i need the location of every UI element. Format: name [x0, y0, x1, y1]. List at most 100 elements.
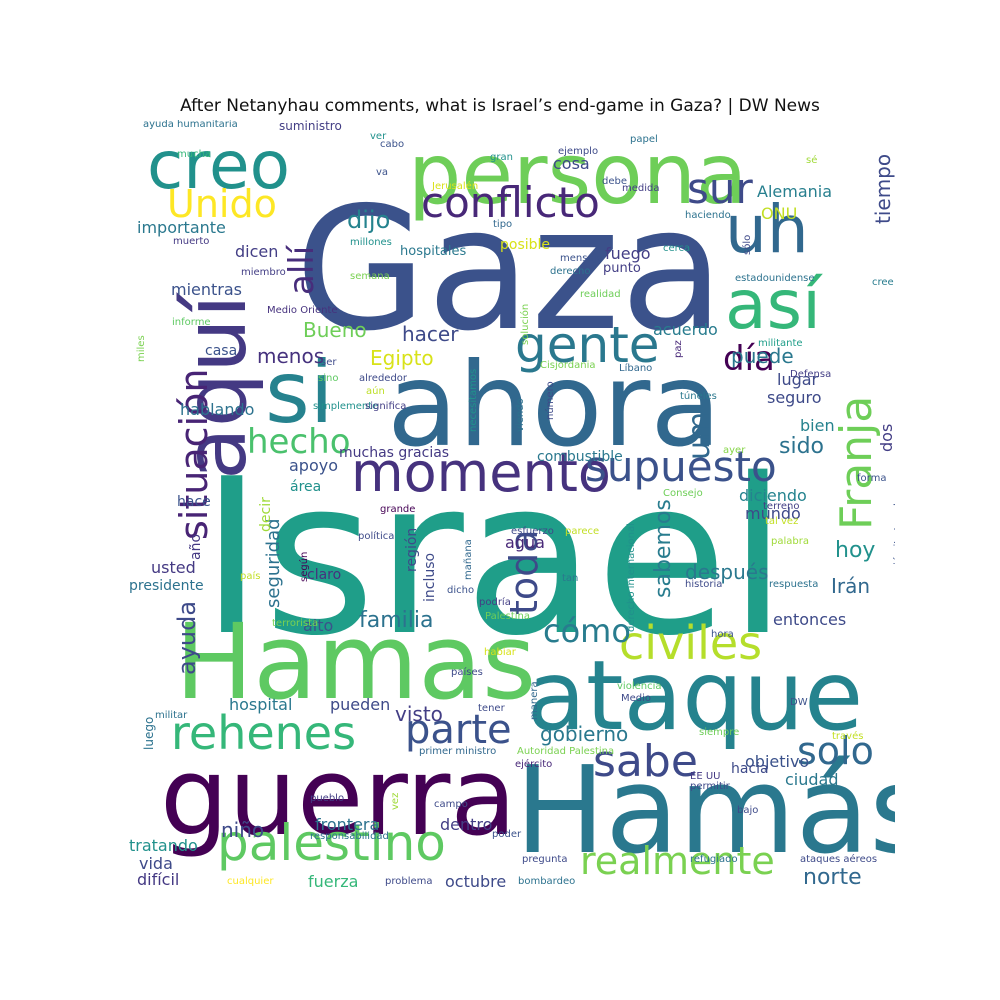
word-poder: poder [492, 829, 522, 840]
word-rehenes: rehenes [171, 706, 357, 760]
word-parece: parece [565, 526, 600, 537]
word-jerusalén: Jerusalén [432, 181, 479, 192]
word-palestina: Palestina [485, 611, 531, 622]
word-allí: allí [282, 245, 322, 295]
word-cerca: cerca [663, 243, 691, 254]
word-visto: visto [395, 702, 443, 726]
word-punto: punto [603, 261, 641, 276]
word-muerto: muerto [173, 236, 210, 247]
word-manera: manera [529, 681, 540, 720]
word-país: país [240, 571, 261, 582]
word-ataque: ataque [527, 640, 864, 752]
word-área: área [290, 479, 322, 495]
word-viendo: viendo [515, 398, 526, 432]
word-mañana: mañana [463, 539, 474, 580]
word-responsabilidad: responsabilidad [310, 831, 389, 842]
word-bombardeo: bombardeo [518, 876, 576, 887]
word-palabra: palabra [771, 536, 809, 547]
word-egipto: Egipto [370, 346, 434, 370]
word-posible: posible [500, 237, 551, 253]
word-uh: uh [725, 191, 809, 268]
word-hace: hace [177, 494, 211, 510]
word-parte: parte [405, 707, 512, 753]
word-seguro: seguro [767, 388, 822, 407]
word-sido: sido [779, 434, 824, 459]
word-cosa: cosa [553, 154, 590, 173]
word-semana: semana [350, 271, 390, 282]
word-medio-oriente: Medio Oriente [267, 305, 338, 316]
word-gente: gente [515, 316, 660, 374]
word-niño: niño [221, 818, 265, 842]
word-dos: dos [877, 423, 895, 452]
word-cloud: Israel Gaza persona creo uh así ahora si aquí Ham… [125, 120, 895, 890]
word-según: según [299, 551, 310, 582]
word-hacia: hacia [731, 761, 769, 777]
word-después: después [685, 560, 769, 584]
word-combustible: combustible [537, 449, 623, 465]
word-ciudad: ciudad [785, 770, 839, 789]
word-israel: Israel [200, 432, 788, 683]
word-solución: solución [520, 303, 531, 345]
word-medida: medida [622, 183, 660, 194]
word-usted: usted [151, 558, 196, 577]
word-luego: luego [142, 716, 156, 750]
word-conflicto: conflicto [421, 178, 600, 227]
word-ejército: ejército [515, 759, 553, 770]
word-civiles: civiles [619, 616, 763, 670]
word-pregunta: pregunta [522, 854, 568, 865]
word-siempre: siempre [699, 727, 740, 738]
word-mundo: mundo [745, 504, 801, 523]
word-puede: puede [731, 344, 794, 368]
word-simplemente: simplemente [313, 401, 379, 412]
word-dijo: dijo [347, 206, 391, 234]
word-pueblo: pueblo [310, 793, 345, 804]
word-tiempo: tiempo [871, 153, 895, 224]
word-franja: Franja [831, 395, 882, 530]
word-mucha: mucha [177, 149, 212, 160]
word-irán: Irán [831, 574, 871, 598]
word-permitir: permitir [690, 781, 730, 792]
word-diciendo: diciendo [739, 486, 807, 505]
word-así: así [725, 266, 821, 345]
word-derecho: derecho [550, 266, 591, 277]
word-miles: miles [136, 335, 147, 362]
word-guerra: guerra [160, 735, 517, 860]
word-solo: solo [797, 729, 874, 773]
word-decir: decir [258, 497, 274, 532]
word-alto: alto [303, 616, 334, 635]
word-líbano: Líbano [619, 363, 653, 374]
word-unido: Unido [167, 182, 277, 226]
word-sur: sur [687, 164, 753, 213]
word-pueden: pueden [330, 695, 391, 714]
word-realidad: realidad [580, 289, 621, 300]
word-agua: agua [505, 533, 545, 552]
word-importante: importante [137, 218, 226, 237]
word-ver: ver [370, 131, 387, 142]
word-norte: norte [803, 865, 862, 890]
word-tipo: tipo [493, 219, 513, 230]
word-grande: grande [380, 504, 416, 515]
word-onu: ONU [761, 204, 798, 223]
word-fuerza: fuerza [308, 872, 359, 890]
word-militar: militar [155, 710, 188, 721]
word-hablando: hablando [180, 400, 255, 419]
word-tratando: tratando [129, 836, 198, 855]
word-vez: vez [390, 792, 401, 810]
word-ayer: ayer [723, 445, 746, 456]
word-tal-vez: tal vez [765, 516, 799, 527]
word-forma: forma [857, 473, 887, 484]
word-países: países [451, 667, 483, 678]
word-esfuerzo: esfuerzo [511, 526, 554, 537]
word-apoyo: apoyo [289, 456, 339, 475]
word-ejército-israel: ejército Israel [893, 503, 895, 571]
word-cabo: cabo [380, 139, 405, 150]
word-supuesto: supuesto [585, 442, 777, 491]
word-cualquier: cualquier [227, 876, 274, 887]
word-ataques-aéreos: ataques aéreos [800, 854, 878, 865]
word-um: um [682, 411, 717, 460]
word-cómo: cómo [543, 612, 631, 650]
word-alrededor: alrededor [359, 373, 408, 384]
word-dicho: dicho [447, 585, 475, 596]
word-ayuda-humanitaria: ayuda humanitaria [143, 120, 238, 130]
